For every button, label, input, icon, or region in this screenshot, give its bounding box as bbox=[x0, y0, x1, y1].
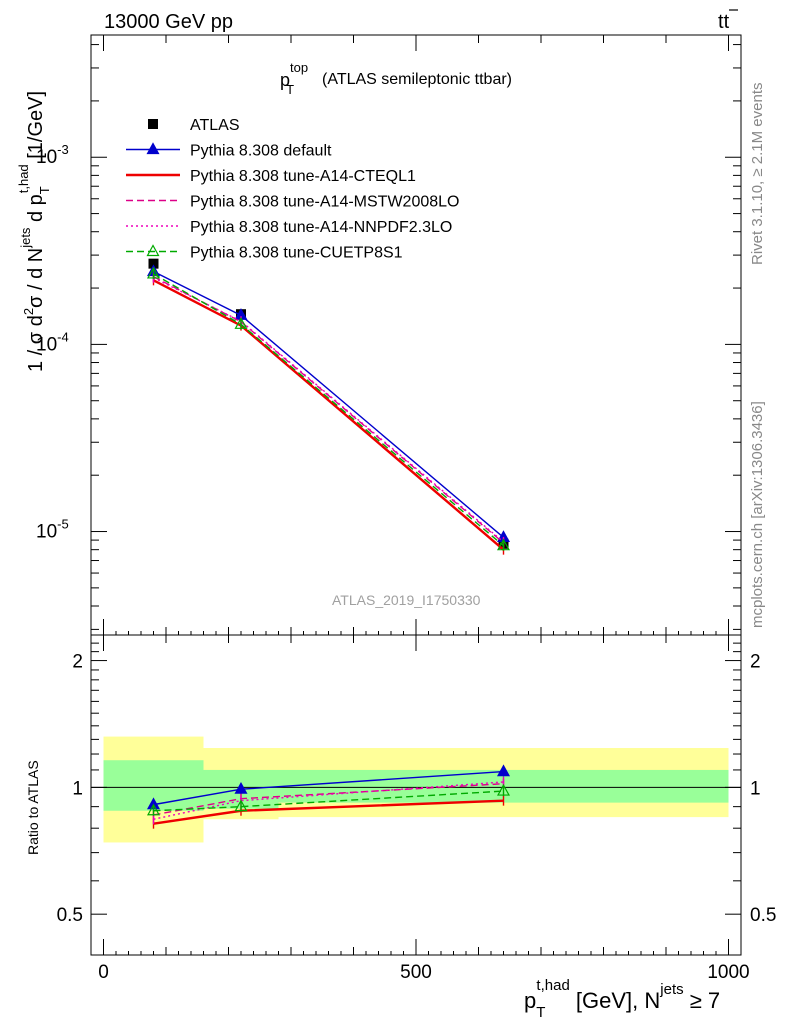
legend-label: Pythia 8.308 tune-A14-MSTW2008LO bbox=[190, 194, 459, 211]
main-y-tick-label: 10-5 bbox=[36, 517, 69, 543]
ratio-series-layer bbox=[146, 764, 511, 829]
process-label-t: t bbox=[718, 11, 724, 33]
rivet-info-label: Rivet 3.1.10, ≥ 2.1M events bbox=[749, 83, 766, 266]
ratio-y-tick-label-right: 1 bbox=[750, 778, 761, 799]
axis-tick-labels: 10-510-410-30.5 0.51 12 20 500 1000 bbox=[36, 142, 776, 983]
x-tick-label: 1000 bbox=[707, 962, 749, 983]
legend-label: ATLAS bbox=[190, 117, 240, 134]
collision-label: 13000 GeV pp bbox=[104, 11, 233, 33]
legend-label: Pythia 8.308 tune-CUETP8S1 bbox=[190, 245, 403, 262]
main-series-4-line bbox=[153, 277, 504, 543]
main-y-tick-label: 10-4 bbox=[36, 329, 69, 355]
ratio-y-tick-label: 1 bbox=[72, 778, 83, 799]
plot-title-rest: (ATLAS semileptonic ttbar) bbox=[322, 71, 512, 88]
xlabel-sub-T: T bbox=[536, 1004, 545, 1021]
main-y-tick-label-base: 10 bbox=[36, 334, 57, 355]
main-y-axis-label: 1 / σ d2σ / d Njets d pTt,had [1/GeV] bbox=[16, 91, 52, 372]
plot-title-p: p bbox=[280, 70, 290, 90]
main-y-tick-label-exp: -5 bbox=[57, 517, 69, 532]
legend-label: Pythia 8.308 tune-A14-NNPDF2.3LO bbox=[190, 219, 452, 236]
main-series-5 bbox=[146, 266, 511, 551]
main-y-tick-label-exp: -3 bbox=[57, 142, 69, 157]
x-tick-label: 0 bbox=[98, 962, 109, 983]
x-axis-label: pTt,had [GeV], Njets ≥ 7 bbox=[524, 977, 720, 1021]
ratio-y-tick-label-right: 0.5 bbox=[750, 905, 776, 926]
ratio-series-4-point-0 bbox=[146, 803, 161, 816]
ylabel-part1: 1 / σ d bbox=[25, 315, 47, 372]
main-y-tick-label-base: 10 bbox=[36, 522, 57, 543]
ratio-y-tick-label: 2 bbox=[72, 652, 83, 673]
xlabel-mid: [GeV], N bbox=[570, 988, 660, 1013]
main-series-5-point-1 bbox=[234, 317, 248, 329]
main-y-tick-label: 10-3 bbox=[36, 142, 69, 168]
legend-entry-5: Pythia 8.308 tune-CUETP8S1 bbox=[126, 244, 403, 262]
ratio-y-tick-label-right: 2 bbox=[750, 652, 761, 673]
legend-swatch-marker bbox=[146, 244, 160, 257]
legend-swatch-marker bbox=[146, 142, 160, 155]
ylabel-jets: jets bbox=[18, 227, 33, 249]
main-series-3-line bbox=[153, 276, 504, 544]
ylabel-part2: σ / d N bbox=[25, 248, 47, 308]
legend-entry-1: Pythia 8.308 default bbox=[126, 142, 332, 160]
legend-label: Pythia 8.308 tune-A14-CTEQL1 bbox=[190, 168, 416, 185]
ylabel-thad: t,had bbox=[16, 164, 31, 193]
axis-ticks bbox=[91, 35, 741, 956]
legend-entry-2: Pythia 8.308 tune-A14-CTEQL1 bbox=[126, 168, 416, 185]
main-plot-frame bbox=[90, 34, 742, 636]
ratio-series-0-point-2 bbox=[496, 764, 511, 777]
legend-entry-3: Pythia 8.308 tune-A14-MSTW2008LO bbox=[126, 194, 459, 211]
main-series-0-point-0 bbox=[148, 258, 159, 269]
main-y-tick-label-exp: -4 bbox=[57, 329, 69, 344]
analysis-watermark: ATLAS_2019_I1750330 bbox=[332, 592, 481, 608]
legend-entry-4: Pythia 8.308 tune-A14-NNPDF2.3LO bbox=[126, 219, 452, 236]
xlabel-thad: t,had bbox=[536, 977, 569, 994]
main-series-2-line bbox=[152, 279, 505, 551]
main-series-2 bbox=[152, 275, 505, 555]
ylabel-sub-T: T bbox=[37, 186, 52, 194]
main-series-5-point-0 bbox=[146, 266, 161, 279]
xlabel-p: p bbox=[524, 988, 536, 1013]
ratio-series-4-point-2 bbox=[496, 783, 511, 796]
xlabel-jets: jets bbox=[659, 981, 683, 998]
ratio-y-tick-label: 0.5 bbox=[57, 905, 83, 926]
process-label-tbar: t bbox=[724, 11, 730, 33]
plot-title: ptop T bbox=[280, 60, 308, 97]
mcplots-info-label: mcplots.cern.ch [arXiv:1306.3436] bbox=[749, 401, 766, 628]
process-label: tt bbox=[718, 11, 730, 33]
main-series-1 bbox=[146, 264, 511, 543]
ratio-uncertainty-bands bbox=[91, 736, 741, 843]
xlabel-end: ≥ 7 bbox=[684, 988, 721, 1013]
main-series-layer bbox=[146, 258, 511, 555]
plot-title-sub: T bbox=[286, 82, 294, 97]
main-series-5-point-2 bbox=[496, 538, 511, 551]
ylabel-sup2: 2 bbox=[21, 308, 36, 315]
ratio-y-axis-label: Ratio to ATLAS bbox=[25, 760, 41, 855]
ylabel-unit: [1/GeV] bbox=[25, 91, 47, 164]
legend-label: Pythia 8.308 default bbox=[190, 143, 332, 160]
legend: ATLAS Pythia 8.308 default Pythia 8.308 tu… bbox=[126, 117, 459, 262]
ratio-series-4-point-1 bbox=[234, 799, 248, 812]
ylabel-part3: d p bbox=[25, 194, 47, 227]
plot-title-sup: top bbox=[290, 60, 308, 75]
legend-swatch-marker bbox=[148, 119, 158, 129]
main-y-tick-label-base: 10 bbox=[36, 147, 57, 168]
ratio-series-0-point-1 bbox=[234, 781, 248, 794]
x-tick-label: 500 bbox=[400, 962, 432, 983]
legend-entry-0: ATLAS bbox=[148, 117, 240, 134]
ratio-series-4 bbox=[146, 783, 511, 816]
